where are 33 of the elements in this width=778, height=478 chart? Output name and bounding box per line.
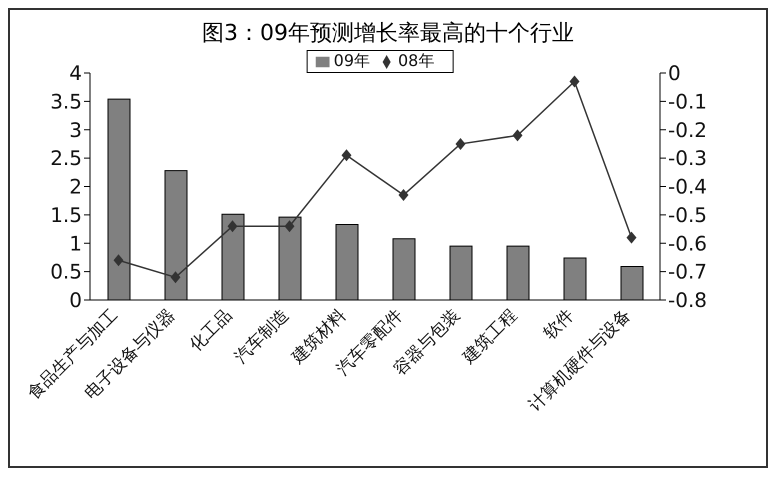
y2-tick-label: -0.2 <box>668 118 708 142</box>
y-tick-label: 4 <box>69 61 82 86</box>
point <box>626 232 636 244</box>
chart-title: 图3：09年预测增长率最高的十个行业 <box>201 20 575 48</box>
y-tick-label: 2.5 <box>50 146 82 170</box>
y2-tick-label: -0.4 <box>668 174 708 199</box>
legend-label: 09年 <box>334 51 370 70</box>
point <box>170 271 180 284</box>
legend-label: 08年 <box>398 51 434 70</box>
y-tick-label: 3.5 <box>50 89 82 114</box>
point <box>398 189 408 202</box>
y2-tick-label: -0.5 <box>668 202 708 227</box>
y2-tick-label: -0.6 <box>668 231 708 256</box>
point <box>228 220 238 232</box>
y-tick-label: 0 <box>69 288 82 312</box>
point <box>570 76 580 88</box>
y2-tick-label: -0.3 <box>668 146 708 170</box>
y2-tick-label: 0 <box>668 61 681 86</box>
y2-tick-label: -0.8 <box>668 288 708 312</box>
y-tick-label: 1 <box>69 231 82 256</box>
point <box>284 220 294 232</box>
point <box>114 254 124 266</box>
y-tick-label: 1.5 <box>50 202 82 227</box>
point <box>342 149 352 162</box>
point <box>512 129 522 142</box>
x-tick-label: 软件 <box>540 305 578 344</box>
y2-tick-label: -0.7 <box>668 260 708 284</box>
y-tick-label: 3 <box>69 118 82 142</box>
y-tick-label: 0.5 <box>50 260 82 284</box>
point <box>456 138 466 150</box>
y2-tick-label: -0.1 <box>668 89 708 114</box>
x-tick-label: 化工品 <box>186 305 236 356</box>
y-tick-label: 2 <box>69 174 82 199</box>
